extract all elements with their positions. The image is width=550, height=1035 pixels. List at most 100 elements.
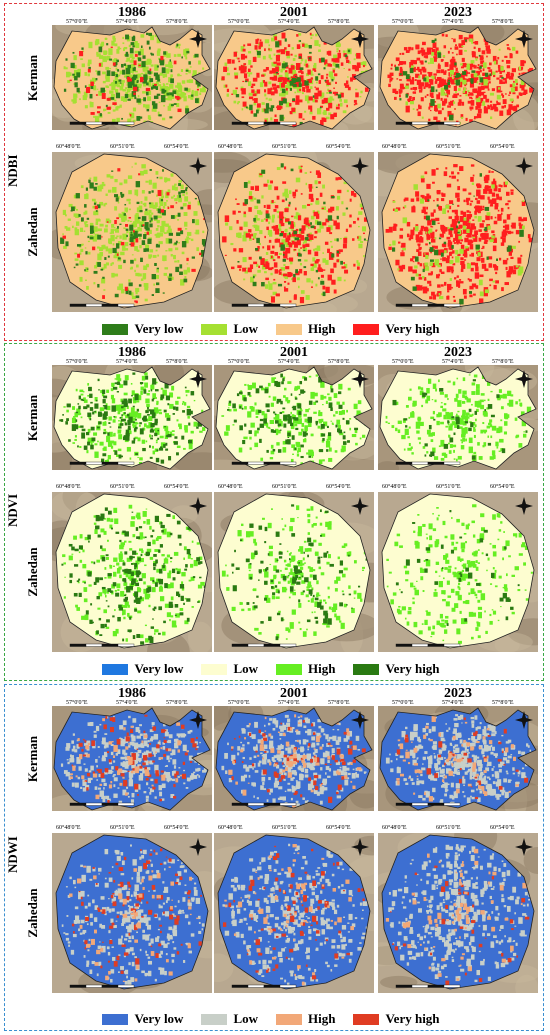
city-label-zahedan: Zahedan — [25, 207, 40, 257]
coord-label: 60°48'0"E — [382, 144, 407, 150]
map-kerman-ndvi-2001 — [214, 365, 374, 470]
legend-ndwi: Very low Low High Very high — [30, 1011, 530, 1027]
coord-label: 57°0'0"E — [228, 700, 250, 706]
map-zahedan-ndwi-1986 — [52, 833, 212, 993]
legend-swatch — [102, 323, 129, 335]
panel-ndbi — [4, 3, 544, 341]
city-label-zahedan: Zahedan — [25, 547, 40, 597]
legend-swatch — [102, 663, 129, 675]
legend-item: Very low — [102, 1011, 183, 1027]
legend-label: High — [308, 1011, 336, 1026]
legend-ndbi: Very low Low High Very high — [30, 321, 530, 337]
legend-item: Very high — [353, 661, 440, 677]
map-kerman-ndwi-1986 — [52, 706, 212, 811]
map-zahedan-ndbi-1986 — [52, 152, 212, 312]
legend-swatch — [353, 1013, 380, 1025]
legend-swatch — [276, 663, 303, 675]
legend-item: Low — [201, 661, 258, 677]
city-label-kerman: Kerman — [25, 394, 40, 441]
coord-label: 60°54'0"E — [326, 484, 351, 490]
coord-label: 57°8'0"E — [492, 359, 514, 365]
coord-label: 57°8'0"E — [328, 19, 350, 25]
coord-label: 57°0'0"E — [66, 359, 88, 365]
coord-label: 60°54'0"E — [164, 144, 189, 150]
coord-label: 60°51'0"E — [436, 484, 461, 490]
coord-label: 57°0'0"E — [392, 19, 414, 25]
coord-label: 60°54'0"E — [490, 144, 515, 150]
coord-label: 57°4'0"E — [116, 700, 138, 706]
map-zahedan-ndbi-2001 — [214, 152, 374, 312]
coord-label: 60°51'0"E — [110, 825, 135, 831]
panel-ndvi — [4, 343, 544, 681]
coord-label: 60°51'0"E — [272, 825, 297, 831]
coord-label: 57°4'0"E — [442, 359, 464, 365]
coord-label: 60°51'0"E — [436, 825, 461, 831]
coord-label: 57°0'0"E — [392, 359, 414, 365]
map-zahedan-ndvi-2023 — [378, 492, 538, 652]
map-zahedan-ndvi-1986 — [52, 492, 212, 652]
legend-label: Low — [233, 321, 259, 336]
map-kerman-ndbi-2001 — [214, 25, 374, 130]
coord-label: 57°4'0"E — [116, 19, 138, 25]
year-label: 2001 — [280, 345, 308, 360]
coord-label: 60°48'0"E — [56, 144, 81, 150]
legend-item: High — [276, 1011, 335, 1027]
legend-label: Very high — [385, 1011, 440, 1026]
coord-label: 60°48'0"E — [218, 484, 243, 490]
legend-swatch — [201, 663, 228, 675]
legend-label: Very low — [134, 1011, 184, 1026]
legend-label: Very high — [385, 321, 440, 336]
coord-label: 60°51'0"E — [272, 144, 297, 150]
legend-item: High — [276, 321, 335, 337]
coord-label: 60°48'0"E — [56, 825, 81, 831]
panel-ndwi — [4, 684, 544, 1031]
year-label: 1986 — [118, 5, 146, 20]
map-kerman-ndwi-2001 — [214, 706, 374, 811]
coord-label: 60°54'0"E — [164, 484, 189, 490]
legend-label: High — [308, 661, 336, 676]
coord-label: 60°51'0"E — [110, 144, 135, 150]
coord-label: 57°8'0"E — [492, 19, 514, 25]
index-label: NDWI — [5, 835, 20, 873]
legend-swatch — [102, 1013, 129, 1025]
coord-label: 60°48'0"E — [218, 144, 243, 150]
coord-label: 57°4'0"E — [442, 19, 464, 25]
index-label: NDBI — [5, 154, 20, 187]
coord-label: 57°0'0"E — [66, 19, 88, 25]
coord-label: 57°0'0"E — [228, 19, 250, 25]
legend-label: Low — [233, 1011, 259, 1026]
coord-label: 60°48'0"E — [218, 825, 243, 831]
city-label-zahedan: Zahedan — [25, 888, 40, 938]
legend-item: Very low — [102, 321, 183, 337]
year-label: 2001 — [280, 5, 308, 20]
coord-label: 57°8'0"E — [328, 359, 350, 365]
coord-label: 60°54'0"E — [164, 825, 189, 831]
coord-label: 57°4'0"E — [116, 359, 138, 365]
map-kerman-ndbi-2023 — [378, 25, 538, 130]
coord-label: 60°51'0"E — [272, 484, 297, 490]
coord-label: 57°8'0"E — [166, 700, 188, 706]
legend-label: Very low — [134, 661, 184, 676]
map-kerman-ndvi-2023 — [378, 365, 538, 470]
coord-label: 60°48'0"E — [382, 825, 407, 831]
map-kerman-ndbi-1986 — [52, 25, 212, 130]
coord-label: 60°54'0"E — [490, 484, 515, 490]
legend-item: Very low — [102, 661, 183, 677]
legend-swatch — [353, 323, 380, 335]
coord-label: 60°54'0"E — [326, 825, 351, 831]
map-zahedan-ndwi-2023 — [378, 833, 538, 993]
legend-item: High — [276, 661, 335, 677]
year-label: 1986 — [118, 686, 146, 701]
coord-label: 57°4'0"E — [278, 19, 300, 25]
coord-label: 60°54'0"E — [326, 144, 351, 150]
index-label: NDVI — [5, 493, 20, 527]
legend-swatch — [201, 323, 228, 335]
coord-label: 57°4'0"E — [278, 359, 300, 365]
legend-item: Low — [201, 1011, 258, 1027]
legend-label: Very low — [134, 321, 184, 336]
legend-label: High — [308, 321, 336, 336]
coord-label: 60°54'0"E — [490, 825, 515, 831]
legend-label: Very high — [385, 661, 440, 676]
legend-swatch — [276, 1013, 303, 1025]
map-zahedan-ndbi-2023 — [378, 152, 538, 312]
